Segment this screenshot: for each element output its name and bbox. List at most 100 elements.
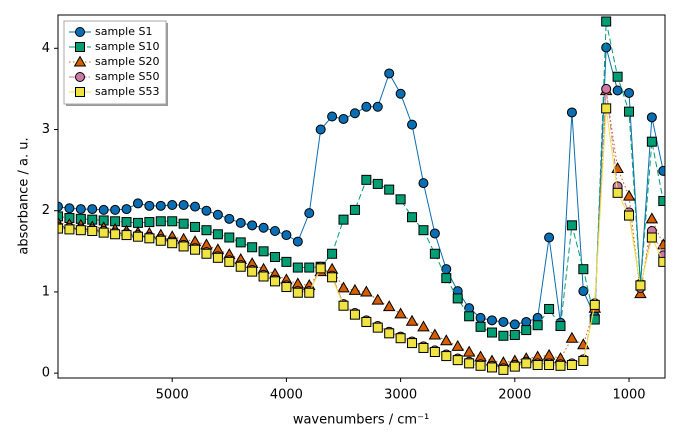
y-tick-label: 3 (42, 122, 50, 137)
marker (190, 201, 201, 212)
marker (269, 226, 280, 237)
marker (281, 230, 292, 241)
marker (498, 330, 509, 341)
marker (75, 225, 86, 236)
marker (167, 200, 178, 211)
marker (201, 205, 212, 216)
marker (544, 360, 555, 371)
marker (532, 360, 543, 371)
marker (304, 262, 315, 273)
marker (428, 328, 442, 340)
marker (544, 303, 555, 314)
x-tick-label: 5000 (156, 388, 189, 403)
series-line (58, 90, 664, 364)
marker (201, 225, 212, 236)
marker (338, 214, 349, 225)
marker (521, 358, 532, 369)
marker (405, 314, 419, 326)
marker (464, 311, 475, 322)
marker (269, 276, 280, 287)
marker (589, 299, 600, 310)
marker (132, 217, 143, 228)
marker (384, 184, 395, 195)
marker (235, 261, 246, 272)
marker (612, 85, 623, 96)
marker (372, 322, 383, 333)
marker (566, 107, 577, 118)
marker (361, 174, 372, 185)
marker (440, 334, 453, 346)
marker (475, 321, 486, 332)
marker (658, 256, 665, 267)
marker (201, 248, 212, 259)
marker (132, 198, 143, 209)
marker (372, 178, 383, 189)
marker (167, 238, 178, 249)
marker (337, 281, 350, 293)
marker (475, 312, 486, 323)
marker (121, 204, 132, 215)
legend: sample S1 sample S10 sample S20 sample S50 s… (63, 20, 168, 106)
marker (224, 256, 235, 267)
y-tick-label: 1 (42, 284, 50, 299)
marker (578, 286, 589, 297)
marker (371, 293, 385, 305)
marker (372, 101, 383, 112)
marker (247, 242, 258, 253)
marker (75, 87, 85, 97)
marker (452, 293, 463, 304)
marker (281, 256, 292, 267)
marker (361, 316, 372, 327)
marker (418, 178, 429, 189)
marker (601, 16, 612, 27)
marker (190, 221, 201, 232)
marker (555, 360, 566, 371)
marker (304, 208, 315, 219)
marker (451, 339, 464, 351)
marker (155, 216, 166, 227)
marker (624, 210, 635, 221)
marker (565, 331, 579, 343)
y-axis-label: absorbance / a. u. (17, 137, 32, 254)
y-tick-label: 2 (42, 203, 50, 218)
marker (475, 360, 486, 371)
marker (407, 119, 418, 130)
marker (224, 232, 235, 243)
marker (292, 287, 303, 298)
marker (315, 263, 326, 274)
marker (58, 223, 63, 234)
marker (212, 209, 223, 220)
legend-label: sample S20 (95, 55, 159, 68)
marker (645, 212, 659, 224)
marker (338, 300, 349, 311)
marker (407, 338, 418, 349)
axes-frame (57, 14, 666, 379)
marker (634, 287, 647, 299)
marker (566, 220, 577, 231)
marker (292, 236, 303, 247)
marker (212, 252, 223, 263)
marker (544, 232, 555, 243)
legend-label: sample S1 (95, 25, 152, 38)
marker (555, 321, 566, 332)
legend-label: sample S10 (95, 40, 159, 53)
marker (144, 200, 155, 211)
marker (658, 195, 665, 206)
marker (624, 106, 635, 117)
marker (75, 42, 85, 52)
marker (348, 283, 362, 295)
marker (360, 285, 373, 297)
marker (178, 200, 189, 211)
marker (509, 319, 520, 330)
marker (144, 233, 155, 244)
marker (258, 222, 269, 233)
marker (646, 112, 657, 123)
marker (190, 244, 201, 255)
marker (646, 232, 657, 243)
marker (441, 351, 452, 362)
marker (75, 204, 86, 215)
marker (361, 101, 372, 112)
marker (635, 280, 646, 291)
marker (58, 211, 63, 222)
marker (258, 271, 269, 282)
